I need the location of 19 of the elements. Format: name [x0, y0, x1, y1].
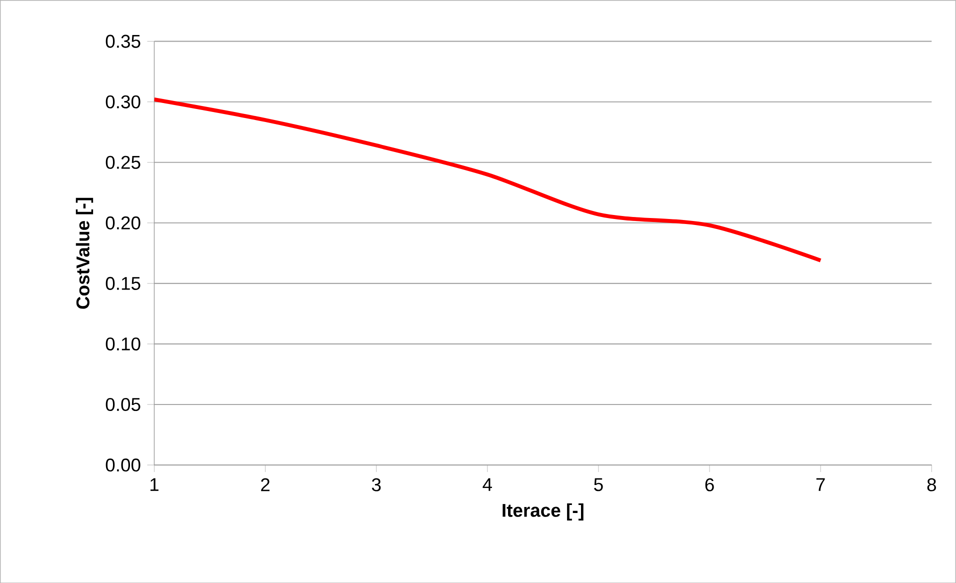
x-tick-label: 3: [372, 478, 381, 492]
y-tick-label: 0.30: [106, 95, 140, 108]
line-series: [154, 97, 823, 262]
y-tick-label: 0.15: [106, 276, 140, 290]
y-axis-title: CostValue [-]: [76, 198, 94, 309]
y-tick-label: 0.20: [106, 216, 140, 230]
x-tick-label: 6: [705, 478, 714, 492]
x-axis-title: Iterace [-]: [502, 503, 584, 520]
x-tick-label: 4: [482, 478, 492, 491]
y-tick-label: 0.00: [106, 458, 140, 472]
x-tick-label: 7: [816, 478, 825, 491]
y-tick-label: 0.05: [106, 398, 140, 411]
y-tick-label: 0.10: [106, 337, 140, 350]
x-tick-label: 2: [261, 478, 270, 491]
x-tick-label: 5: [594, 478, 603, 491]
x-tick-label: 8: [927, 478, 936, 492]
y-tick-label: 0.35: [106, 34, 140, 48]
y-tick-label: 0.25: [106, 156, 140, 169]
x-tick-label: 1: [150, 478, 158, 491]
